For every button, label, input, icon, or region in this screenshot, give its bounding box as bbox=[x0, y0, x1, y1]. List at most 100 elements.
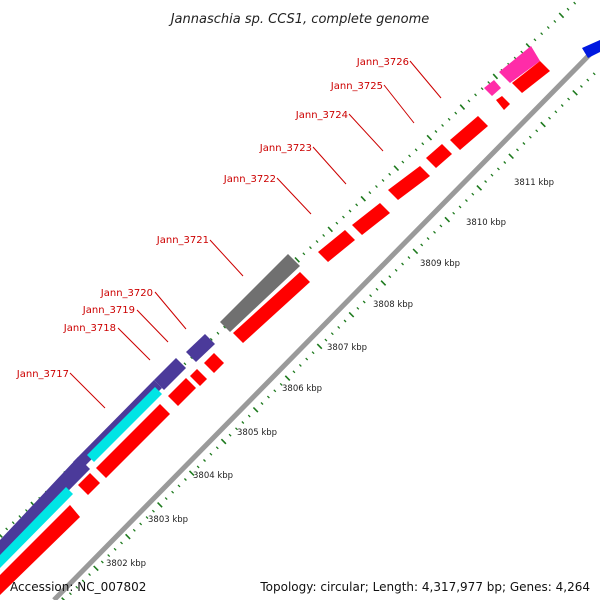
gene-jann-3719-forward[interactable] bbox=[96, 404, 170, 478]
outer-tick-mark bbox=[487, 81, 491, 85]
inner-tick-mark bbox=[235, 427, 238, 431]
inner-tick-mark bbox=[279, 382, 283, 386]
gene-jann-3717-alt[interactable] bbox=[0, 487, 73, 568]
inner-tick-mark bbox=[88, 573, 91, 577]
inner-tick-mark bbox=[356, 306, 360, 310]
inner-tick-mark bbox=[554, 110, 558, 114]
inner-tick-mark bbox=[305, 357, 309, 361]
outer-tick-mark bbox=[315, 240, 319, 244]
inner-tick-mark bbox=[107, 554, 111, 558]
inner-tick-mark bbox=[311, 351, 315, 355]
inner-tick-mark bbox=[61, 597, 66, 600]
outer-tick-mark bbox=[480, 87, 484, 91]
outer-tick-mark bbox=[388, 172, 392, 176]
outer-tick-mark bbox=[322, 233, 326, 237]
inner-tick-mark bbox=[476, 185, 483, 191]
inner-tick-mark bbox=[579, 85, 583, 88]
inner-tick-mark bbox=[292, 370, 296, 374]
inner-tick-mark bbox=[343, 319, 347, 323]
inner-tick-mark bbox=[388, 275, 392, 279]
outer-tick-mark bbox=[492, 73, 499, 80]
inner-tick-mark bbox=[369, 294, 373, 298]
gene-label-jann-3719: Jann_3719 bbox=[82, 305, 135, 316]
outer-tick-mark bbox=[441, 123, 444, 127]
gene-forward-190[interactable] bbox=[190, 369, 207, 386]
gene-jann-3721-pseudo[interactable] bbox=[220, 254, 300, 332]
inner-tick-mark bbox=[260, 402, 264, 405]
inner-tick-mark bbox=[157, 502, 163, 508]
inner-tick-mark bbox=[252, 406, 259, 413]
gene-jann-3726-forward[interactable] bbox=[512, 61, 550, 93]
kbp-label-3804: 3804 kbp bbox=[193, 471, 233, 481]
inner-tick-mark bbox=[81, 579, 85, 583]
gene-jann-3722-forward[interactable] bbox=[318, 230, 355, 262]
inner-tick-mark bbox=[464, 199, 468, 203]
gene-jann-3720-reverse[interactable] bbox=[186, 334, 215, 362]
inner-tick-mark bbox=[151, 509, 155, 513]
outer-tick-mark bbox=[454, 111, 458, 115]
inner-tick-mark bbox=[407, 256, 411, 260]
topology-text: Topology: circular; Length: 4,317,977 bp… bbox=[260, 580, 590, 594]
inner-tick-mark bbox=[503, 161, 507, 164]
inner-tick-mark bbox=[522, 142, 526, 145]
outer-tick-mark bbox=[360, 195, 366, 202]
inner-tick-mark bbox=[496, 167, 500, 171]
outer-tick-mark bbox=[183, 362, 187, 366]
gene-jann-3718-alt[interactable] bbox=[87, 387, 162, 462]
rna-feature-short[interactable] bbox=[484, 80, 501, 96]
inner-tick-mark bbox=[375, 287, 379, 291]
inner-tick-mark bbox=[215, 446, 219, 450]
outer-tick-mark bbox=[348, 209, 352, 213]
inner-tick-mark bbox=[330, 332, 334, 336]
outer-tick-mark bbox=[294, 256, 300, 263]
outer-tick-mark bbox=[342, 215, 345, 219]
inner-tick-mark bbox=[471, 192, 475, 196]
gene-jann-3724-forward[interactable] bbox=[388, 166, 430, 200]
blue-feature[interactable] bbox=[582, 40, 600, 58]
rna-feature-long[interactable] bbox=[499, 46, 540, 83]
inner-tick-mark bbox=[100, 560, 104, 564]
inner-tick-mark bbox=[516, 148, 519, 152]
outer-tick-mark bbox=[546, 26, 550, 30]
outer-tick-mark bbox=[434, 130, 438, 133]
genome-backbone bbox=[52, 42, 600, 600]
gene-label-jann-3721: Jann_3721 bbox=[156, 235, 209, 246]
inner-tick-mark bbox=[548, 116, 551, 120]
outer-tick-mark bbox=[401, 160, 405, 164]
outer-tick-mark bbox=[190, 356, 193, 360]
gene-jann-3717-forward[interactable] bbox=[0, 505, 80, 595]
inner-tick-mark bbox=[220, 438, 227, 445]
outer-tick-mark bbox=[408, 154, 411, 158]
gene-label-jann-3720: Jann_3720 bbox=[100, 288, 153, 299]
outer-tick-mark bbox=[375, 185, 378, 189]
inner-tick-mark bbox=[567, 97, 571, 101]
inner-tick-mark bbox=[412, 248, 419, 255]
gene-jann-3719-reverse[interactable] bbox=[154, 358, 186, 390]
inner-tick-mark bbox=[171, 490, 175, 494]
outer-tick-mark bbox=[309, 246, 312, 250]
inner-tick-mark bbox=[132, 528, 136, 532]
gene-forward-204[interactable] bbox=[204, 353, 224, 373]
inner-tick-mark bbox=[284, 375, 291, 381]
outer-tick-mark bbox=[209, 337, 213, 341]
gene-forward-426[interactable] bbox=[426, 144, 452, 168]
gene-jann-3718-forward[interactable] bbox=[78, 473, 100, 495]
gene-jann-3725-forward[interactable] bbox=[450, 116, 488, 150]
gene-jann-3720-forward[interactable] bbox=[168, 378, 196, 406]
inner-tick-mark bbox=[273, 389, 277, 393]
gene-jann-3721-forward[interactable] bbox=[233, 272, 310, 343]
outer-tick-mark bbox=[368, 191, 372, 195]
gene-forward-496[interactable] bbox=[496, 96, 510, 110]
outer-tick-mark bbox=[216, 331, 220, 335]
gene-jann-3723-forward[interactable] bbox=[352, 203, 390, 235]
outer-tick-mark bbox=[573, 1, 577, 5]
outer-tick-mark bbox=[426, 134, 433, 141]
inner-tick-mark bbox=[203, 459, 206, 462]
outer-tick-mark bbox=[381, 178, 385, 182]
outer-tick-mark bbox=[459, 104, 466, 110]
inner-tick-mark bbox=[209, 452, 213, 456]
outer-tick-mark bbox=[533, 38, 537, 42]
inner-tick-mark bbox=[535, 129, 539, 133]
inner-tick-mark bbox=[266, 395, 270, 399]
